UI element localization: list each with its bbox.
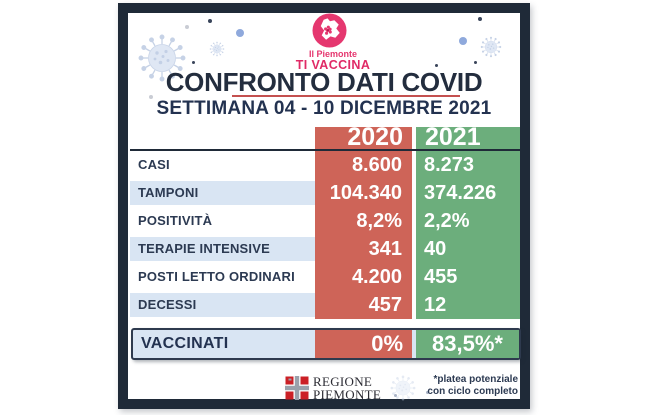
infographic-card: Il Piemonte TI VACCINA CONFRONTO DATI CO… <box>118 3 530 409</box>
value-2021: 8.273 <box>424 154 475 176</box>
regione-piemonte-crest-icon <box>285 376 309 400</box>
value-2021: 455 <box>424 266 458 288</box>
value-2021: 374.226 <box>424 182 497 204</box>
value-2021: 12 <box>424 294 447 316</box>
decor-dot <box>459 37 467 45</box>
vaccinati-label: VACCINATI <box>141 335 229 352</box>
decor-dot <box>478 17 482 21</box>
piemonte-label: PIEMONTE <box>313 386 382 402</box>
value-2020: 341 <box>368 238 402 260</box>
value-2020: 8,2% <box>356 210 402 232</box>
brand-logo-line1: Il Piemonte <box>308 49 357 59</box>
value-2021: 2,2% <box>424 210 470 232</box>
footnote-line1: *platea potenziale <box>433 374 518 385</box>
row-label: TAMPONI <box>130 181 315 205</box>
regione-piemonte-logo-text: REGIONE PIEMONTE <box>313 374 382 402</box>
title-underline <box>232 95 460 97</box>
brand-logo-line2: TI VACCINA <box>295 58 371 72</box>
table-row: TAMPONI 104.340 374.226 <box>130 179 520 207</box>
column-band-2020 <box>315 127 412 319</box>
regione-label: REGIONE <box>313 374 373 389</box>
value-2020: 4.200 <box>351 266 402 288</box>
row-label: TERAPIE INTENSIVE <box>130 237 315 261</box>
row-label: DECESSI <box>130 293 315 317</box>
value-2020: 457 <box>368 294 402 316</box>
page-subtitle: SETTIMANA 04 - 10 DICEMBRE 2021 <box>156 98 492 119</box>
value-2020: 8.600 <box>351 154 402 176</box>
covid-comparison-table: 2020 2021 CASI 8.600 8.273 TAMPONI 104.3… <box>130 123 520 319</box>
decor-dot <box>208 19 212 23</box>
table-row: POSTI LETTO ORDINARI 4.200 455 <box>130 263 520 291</box>
column-header-2020: 2020 <box>347 123 403 151</box>
table-row: TERAPIE INTENSIVE 341 40 <box>130 235 520 263</box>
vaccinati-value-2021: 83,5%* <box>416 330 519 358</box>
row-label: POSITIVITÀ <box>138 213 213 228</box>
value-2020: 104.340 <box>329 182 402 204</box>
column-band-2021 <box>416 127 520 319</box>
vaccinati-row: VACCINATI 0% 83,5%* <box>131 328 521 360</box>
footnote: *platea potenziale con ciclo completo <box>398 374 518 398</box>
row-label: POSTI LETTO ORDINARI <box>138 269 295 284</box>
decor-dot <box>236 29 244 37</box>
value-2021: 40 <box>424 238 447 260</box>
page-title: CONFRONTO DATI COVID <box>165 67 483 97</box>
table-row: DECESSI 457 12 <box>130 291 520 319</box>
vaccinati-value-2020: 0% <box>315 330 412 358</box>
column-header-2021: 2021 <box>425 123 481 151</box>
piemonte-map-icon <box>312 13 347 48</box>
row-label: CASI <box>138 157 170 172</box>
header-divider <box>130 149 520 151</box>
footnote-line2: con ciclo completo <box>427 386 518 397</box>
table-row: CASI 8.600 8.273 <box>130 151 520 179</box>
table-row: POSITIVITÀ 8,2% 2,2% <box>130 207 520 235</box>
decor-dot <box>185 25 189 29</box>
